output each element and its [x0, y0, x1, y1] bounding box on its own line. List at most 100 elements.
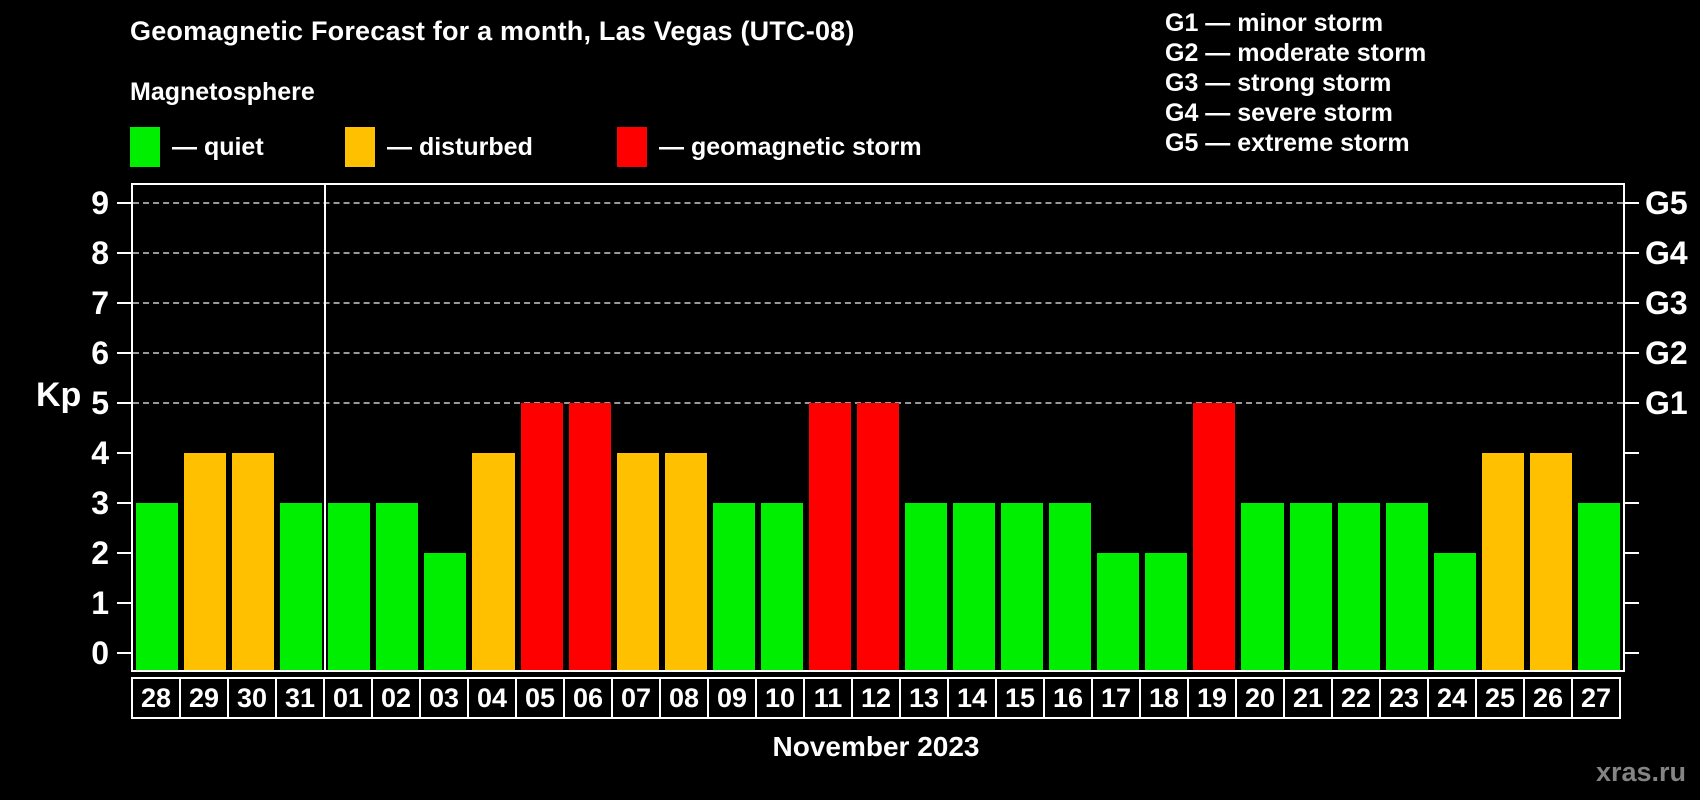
watermark: xras.ru	[1595, 757, 1686, 787]
right-tick-kp-1	[1625, 601, 1639, 604]
left-tick-kp-8	[117, 251, 131, 254]
kp-bar-15	[1001, 502, 1044, 670]
kp-bar-21	[1289, 502, 1332, 670]
g-scale-legend: G1 — minor storm G2 — moderate storm G3 — …	[1165, 8, 1426, 158]
date-cell-03: 03	[419, 677, 469, 719]
kp-bar-04	[472, 452, 515, 670]
kp-bar-22	[1337, 502, 1380, 670]
right-tick-kp-4	[1625, 451, 1639, 454]
kp-bar-14	[953, 502, 996, 670]
kp-bar-08	[664, 452, 707, 670]
kp-tick-label-7: 7	[91, 284, 109, 321]
gridline-kp-8	[133, 251, 1623, 254]
date-cell-24: 24	[1427, 677, 1477, 719]
kp-bar-26	[1529, 452, 1572, 670]
date-cell-13: 13	[899, 677, 949, 719]
date-cell-25: 25	[1475, 677, 1525, 719]
right-tick-kp-5	[1625, 401, 1639, 404]
left-tick-kp-1	[117, 601, 131, 604]
left-tick-kp-4	[117, 451, 131, 454]
kp-bar-31	[280, 502, 323, 670]
legend-label-quiet: — quiet	[172, 132, 264, 161]
kp-tick-label-6: 6	[91, 334, 109, 371]
kp-bar-27	[1577, 502, 1620, 670]
date-cell-19: 19	[1187, 677, 1237, 719]
kp-bar-05	[520, 402, 563, 670]
date-cell-28: 28	[131, 677, 181, 719]
right-tick-kp-7	[1625, 301, 1639, 304]
kp-bar-10	[760, 502, 803, 670]
date-cell-11: 11	[803, 677, 853, 719]
legend-item-disturbed: — disturbed	[345, 124, 533, 170]
kp-bar-02	[376, 502, 419, 670]
left-tick-kp-6	[117, 351, 131, 354]
gridline-kp-7	[133, 301, 1623, 304]
quiet-color-swatch	[130, 127, 160, 167]
date-cell-06: 06	[563, 677, 613, 719]
kp-axis-title: Kp	[36, 376, 82, 414]
kp-bar-23	[1385, 502, 1428, 670]
left-tick-kp-7	[117, 301, 131, 304]
kp-bar-13	[905, 502, 948, 670]
kp-bar-06	[568, 402, 611, 670]
kp-bar-18	[1145, 552, 1188, 670]
kp-bar-29	[184, 452, 227, 670]
date-cell-27: 27	[1571, 677, 1621, 719]
date-cell-29: 29	[179, 677, 229, 719]
kp-tick-label-3: 3	[91, 484, 109, 521]
kp-bar-11	[808, 402, 851, 670]
kp-bar-30	[232, 452, 275, 670]
date-cell-14: 14	[947, 677, 997, 719]
date-cell-12: 12	[851, 677, 901, 719]
date-cell-22: 22	[1331, 677, 1381, 719]
date-cell-30: 30	[227, 677, 277, 719]
kp-bar-03	[424, 552, 467, 670]
date-cell-07: 07	[611, 677, 661, 719]
date-cell-02: 02	[371, 677, 421, 719]
kp-tick-label-4: 4	[91, 434, 109, 471]
kp-bar-25	[1481, 452, 1524, 670]
gridline-kp-9	[133, 201, 1623, 204]
date-cell-04: 04	[467, 677, 517, 719]
right-tick-kp-0	[1625, 651, 1639, 654]
right-tick-kp-3	[1625, 501, 1639, 504]
left-tick-kp-9	[117, 201, 131, 204]
g-legend-line-2: G2 — moderate storm	[1165, 39, 1427, 67]
date-cell-21: 21	[1283, 677, 1333, 719]
kp-tick-label-2: 2	[91, 534, 109, 571]
g-legend-line-3: G3 — strong storm	[1165, 69, 1392, 97]
date-cell-18: 18	[1139, 677, 1189, 719]
date-axis-row: 28 29 30 31 01 02 03 04 05 06 07 08 09 10 11 12 13 14 15 16…	[131, 677, 1621, 719]
date-cell-20: 20	[1235, 677, 1285, 719]
g-scale-label-g3: G3	[1645, 284, 1688, 321]
date-cell-10: 10	[755, 677, 805, 719]
kp-tick-label-5: 5	[91, 384, 109, 421]
plot-area: 0 1 2 3 4 5 6 7 8 9 G1 G2 G3 G4 G5	[91, 183, 1688, 672]
month-boundary-line	[324, 185, 327, 670]
g-legend-line-4: G4 — severe storm	[1165, 99, 1393, 127]
legend-item-storm: — geomagnetic storm	[617, 124, 922, 170]
left-tick-kp-3	[117, 501, 131, 504]
date-cell-01: 01	[323, 677, 373, 719]
left-tick-kp-0	[117, 651, 131, 654]
legend-label-storm: — geomagnetic storm	[659, 132, 922, 161]
g-legend-line-1: G1 — minor storm	[1165, 9, 1384, 37]
right-tick-kp-9	[1625, 201, 1639, 204]
date-cell-17: 17	[1091, 677, 1141, 719]
kp-bar-07	[616, 452, 659, 670]
kp-tick-label-1: 1	[91, 584, 109, 621]
page-title: Geomagnetic Forecast for a month, Las Ve…	[130, 16, 855, 46]
kp-tick-label-0: 0	[91, 634, 109, 671]
kp-bar-09	[712, 502, 755, 670]
left-tick-kp-2	[117, 551, 131, 554]
g-scale-label-g4: G4	[1645, 234, 1688, 271]
kp-bar-17	[1097, 552, 1140, 670]
right-tick-kp-2	[1625, 551, 1639, 554]
kp-bar-12	[856, 402, 900, 670]
date-cell-15: 15	[995, 677, 1045, 719]
kp-bar-24	[1433, 552, 1476, 670]
date-cell-16: 16	[1043, 677, 1093, 719]
g-scale-label-g5: G5	[1645, 184, 1688, 221]
g-scale-label-g2: G2	[1645, 334, 1688, 371]
storm-color-swatch	[617, 127, 647, 167]
